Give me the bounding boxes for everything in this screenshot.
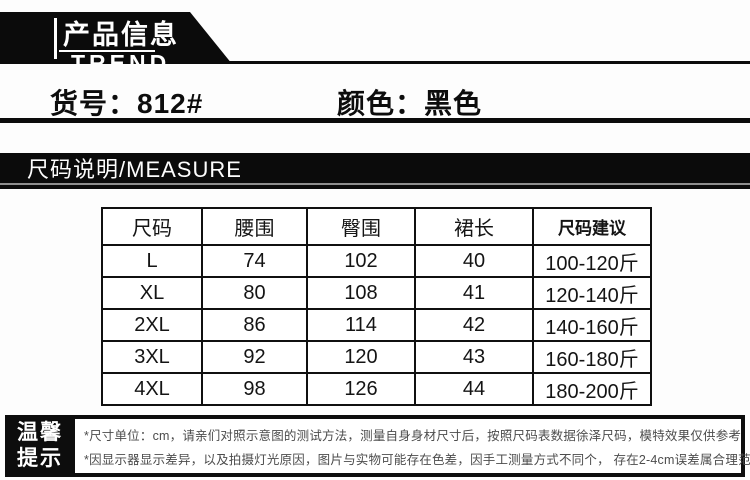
header-waist: 腰围 xyxy=(201,207,308,246)
table-cell: 43 xyxy=(414,340,534,374)
table-cell: 114 xyxy=(306,308,416,342)
table-cell: 140-160斤 xyxy=(532,308,652,342)
table-cell: 40 xyxy=(414,244,534,278)
header-skirt-length: 裙长 xyxy=(414,207,534,246)
table-cell: 4XL xyxy=(101,372,203,406)
table-cell: 180-200斤 xyxy=(532,372,652,406)
product-info-banner: 产品信息 TREND xyxy=(0,12,232,64)
color-text: 颜色：黑色 xyxy=(337,88,483,119)
table-cell: 80 xyxy=(201,276,308,310)
table-cell: 42 xyxy=(414,308,534,342)
table-cell: 120 xyxy=(306,340,416,374)
table-cell: 98 xyxy=(201,372,308,406)
product-attributes-row: 货号：812# 颜色：黑色 xyxy=(0,82,750,119)
section-divider-rule xyxy=(0,118,750,123)
table-header-row: 尺码 腰围 臀围 裙长 尺码建议 xyxy=(101,207,652,246)
table-row: 3XL 92 120 43 160-180斤 xyxy=(101,340,652,374)
banner-title: 产品信息 xyxy=(63,20,179,50)
table-cell: 126 xyxy=(306,372,416,406)
measure-section-bar: 尺码说明/MEASURE xyxy=(0,153,750,189)
table-row: 2XL 86 114 42 140-160斤 xyxy=(101,308,652,342)
tip-note-line: *因显示器显示差异，以及拍摄灯光原因，图片与实物可能存在色差，因手工测量方式不同… xyxy=(84,452,750,467)
item-number-text: 货号：812# xyxy=(50,88,204,119)
table-cell: 41 xyxy=(414,276,534,310)
table-cell: L xyxy=(101,244,203,278)
table-cell: 86 xyxy=(201,308,308,342)
warm-tips-label-line2: 提示 xyxy=(17,447,63,470)
table-cell: 2XL xyxy=(101,308,203,342)
table-row: L 74 102 40 100-120斤 xyxy=(101,244,652,278)
banner-tail-rule xyxy=(214,61,750,64)
table-cell: 120-140斤 xyxy=(532,276,652,310)
table-cell: 92 xyxy=(201,340,308,374)
header-size-suggestion: 尺码建议 xyxy=(532,207,652,246)
banner-accent-line xyxy=(54,18,57,59)
tip-note-line: *尺寸单位：cm，请亲们对照示意图的测试方法，测量自身身材尺寸后，按照尺码表数据… xyxy=(84,428,742,443)
warm-tips-body: *尺寸单位：cm，请亲们对照示意图的测试方法，测量自身身材尺寸后，按照尺码表数据… xyxy=(75,419,750,473)
measure-bar-innerline xyxy=(0,183,750,185)
table-cell: 3XL xyxy=(101,340,203,374)
table-row: 4XL 98 126 44 180-200斤 xyxy=(101,372,652,406)
table-cell: XL xyxy=(101,276,203,310)
measure-section-title: 尺码说明/MEASURE xyxy=(27,157,242,182)
table-cell: 160-180斤 xyxy=(532,340,652,374)
table-cell: 100-120斤 xyxy=(532,244,652,278)
banner-subtitle: TREND xyxy=(71,50,171,76)
table-cell: 108 xyxy=(306,276,416,310)
banner-underline xyxy=(59,50,155,52)
header-size: 尺码 xyxy=(101,207,203,246)
size-table: 尺码 腰围 臀围 裙长 尺码建议 L 74 102 40 100-120斤 XL… xyxy=(101,207,652,406)
table-cell: 74 xyxy=(201,244,308,278)
warm-tips-box: 温馨 提示 *尺寸单位：cm，请亲们对照示意图的测试方法，测量自身身材尺寸后，按… xyxy=(5,415,750,477)
warm-tips-label: 温馨 提示 xyxy=(5,415,75,477)
table-cell: 44 xyxy=(414,372,534,406)
warm-tips-label-line1: 温馨 xyxy=(17,420,63,444)
header-hip: 臀围 xyxy=(306,207,416,246)
table-row: XL 80 108 41 120-140斤 xyxy=(101,276,652,310)
table-cell: 102 xyxy=(306,244,416,278)
